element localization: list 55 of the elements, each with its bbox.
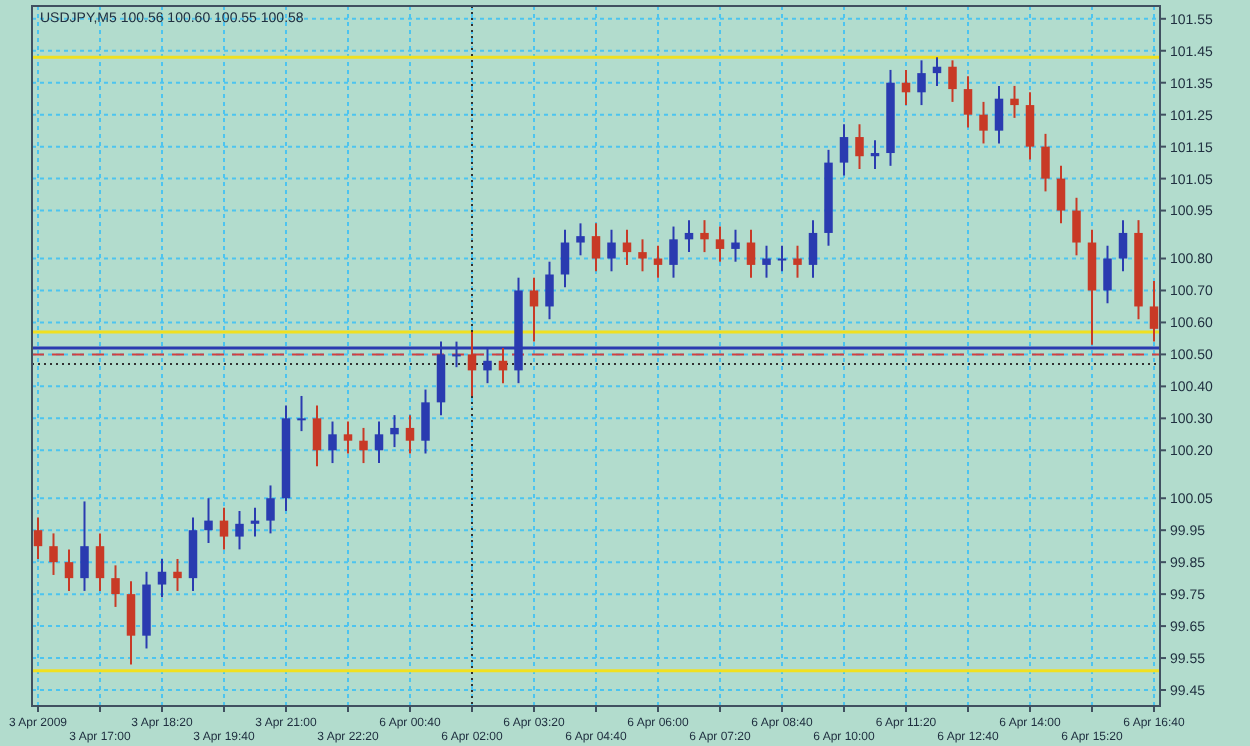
candlestick: [80, 500, 89, 592]
candlestick: [219, 506, 229, 551]
candlestick: [33, 516, 43, 560]
candlestick: [95, 532, 105, 592]
candlestick: [390, 414, 399, 449]
candlestick: [979, 100, 988, 145]
candlestick: [173, 557, 182, 592]
candlestick: [777, 244, 787, 273]
candlestick: [560, 228, 570, 289]
candlestick: [839, 123, 849, 177]
candlestick: [111, 564, 120, 608]
candlestick: [126, 580, 136, 666]
candlestick: [731, 228, 740, 263]
candlestick: [700, 219, 709, 254]
candlestick: [1118, 219, 1128, 273]
candlestick: [746, 228, 756, 279]
candlestick: [157, 557, 167, 599]
candlestick: [49, 532, 58, 576]
candlestick: [545, 260, 554, 321]
candlestick: [1010, 84, 1019, 119]
candlestick: [948, 59, 957, 103]
candlestick: [235, 510, 244, 551]
candlestick: [994, 84, 1004, 145]
candlestick: [266, 484, 275, 535]
candlestick: [64, 548, 74, 592]
candlestick: [328, 420, 337, 465]
candlestick: [374, 420, 384, 465]
candlestick: [297, 394, 306, 433]
candlestick: [576, 222, 585, 257]
candlestick: [1025, 91, 1035, 161]
candlestick: [312, 404, 322, 468]
candlestick: [343, 420, 353, 455]
candlestick: [1041, 132, 1050, 193]
candlestick: [421, 388, 430, 455]
candlestick: [715, 225, 725, 263]
candlestick: [529, 276, 539, 343]
candlestick: [607, 228, 616, 273]
candlestick: [855, 123, 864, 171]
candlestick: [359, 426, 368, 465]
candlestick: [405, 414, 415, 455]
candlestick: [808, 219, 818, 279]
candlestick: [963, 75, 973, 129]
candlestick: [762, 244, 771, 279]
candlestick: [467, 331, 477, 397]
candlestick: [591, 222, 601, 273]
candlestick: [669, 225, 678, 279]
candlestick: [638, 238, 647, 273]
candlestick: [1056, 164, 1066, 225]
candlestick: [1087, 228, 1097, 346]
candlestick: [917, 59, 926, 107]
candlestick: [793, 244, 802, 279]
candlestick: [1072, 196, 1081, 257]
candlestick: [204, 497, 213, 544]
candlestick: [1103, 244, 1112, 305]
candlestick: [188, 516, 198, 592]
